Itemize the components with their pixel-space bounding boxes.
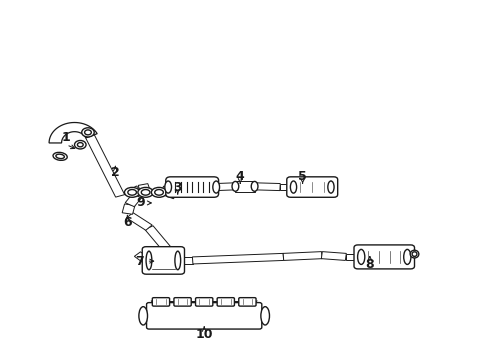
Polygon shape xyxy=(138,184,150,192)
FancyBboxPatch shape xyxy=(287,177,338,197)
Polygon shape xyxy=(346,254,358,260)
FancyBboxPatch shape xyxy=(152,298,170,306)
Text: 1: 1 xyxy=(62,131,71,144)
Polygon shape xyxy=(49,122,97,143)
Ellipse shape xyxy=(410,250,419,258)
Polygon shape xyxy=(216,183,235,190)
Polygon shape xyxy=(321,252,346,260)
Ellipse shape xyxy=(138,188,153,197)
Ellipse shape xyxy=(155,189,163,195)
Ellipse shape xyxy=(82,128,94,137)
Text: 3: 3 xyxy=(173,181,182,194)
Ellipse shape xyxy=(128,189,137,195)
FancyBboxPatch shape xyxy=(147,303,262,329)
Polygon shape xyxy=(193,253,284,264)
Ellipse shape xyxy=(404,249,411,265)
Polygon shape xyxy=(134,252,149,263)
Polygon shape xyxy=(126,213,152,230)
Polygon shape xyxy=(83,131,124,197)
FancyBboxPatch shape xyxy=(142,247,185,274)
Text: 7: 7 xyxy=(135,255,144,267)
Ellipse shape xyxy=(291,181,296,193)
Polygon shape xyxy=(255,183,280,190)
Ellipse shape xyxy=(175,251,181,270)
Ellipse shape xyxy=(358,249,365,265)
FancyBboxPatch shape xyxy=(174,298,191,306)
Text: 4: 4 xyxy=(236,170,245,183)
Ellipse shape xyxy=(412,252,417,256)
Text: 9: 9 xyxy=(137,197,145,210)
Ellipse shape xyxy=(85,130,91,135)
Ellipse shape xyxy=(74,140,86,149)
Text: 8: 8 xyxy=(366,258,374,271)
FancyBboxPatch shape xyxy=(196,298,213,306)
FancyBboxPatch shape xyxy=(217,298,234,306)
Ellipse shape xyxy=(146,251,152,270)
Ellipse shape xyxy=(124,188,140,197)
Polygon shape xyxy=(283,252,322,260)
Polygon shape xyxy=(164,189,177,199)
Polygon shape xyxy=(235,181,255,192)
Ellipse shape xyxy=(139,307,147,325)
Ellipse shape xyxy=(141,189,150,195)
Ellipse shape xyxy=(251,181,258,191)
Ellipse shape xyxy=(165,181,172,193)
Text: 5: 5 xyxy=(298,170,307,183)
Ellipse shape xyxy=(328,181,334,193)
Ellipse shape xyxy=(53,152,67,160)
Polygon shape xyxy=(181,257,193,264)
Polygon shape xyxy=(125,194,142,207)
Polygon shape xyxy=(122,204,135,214)
Text: 10: 10 xyxy=(196,328,213,341)
Polygon shape xyxy=(161,186,173,195)
Polygon shape xyxy=(280,184,291,190)
Text: 2: 2 xyxy=(111,166,120,179)
FancyBboxPatch shape xyxy=(239,298,256,306)
Text: 6: 6 xyxy=(123,216,132,229)
Ellipse shape xyxy=(232,181,239,191)
Ellipse shape xyxy=(213,181,220,193)
Ellipse shape xyxy=(56,154,64,158)
Ellipse shape xyxy=(77,143,83,147)
Ellipse shape xyxy=(151,188,167,197)
FancyBboxPatch shape xyxy=(166,177,219,197)
Polygon shape xyxy=(127,186,142,197)
Polygon shape xyxy=(145,226,179,261)
FancyBboxPatch shape xyxy=(354,245,415,269)
Ellipse shape xyxy=(261,307,270,325)
